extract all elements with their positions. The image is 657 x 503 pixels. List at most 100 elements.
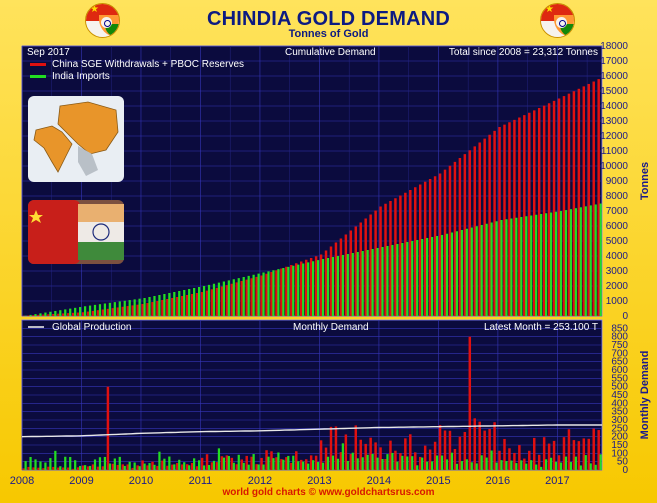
india-cumulative-bar — [549, 212, 553, 316]
india-cumulative-bar — [480, 225, 483, 316]
y-tick-label: 700 — [611, 348, 628, 359]
india-monthly-bar — [346, 460, 349, 470]
india-cumulative-bar — [272, 270, 275, 316]
india-cumulative-bar — [44, 312, 47, 316]
china-cumulative-bar — [329, 246, 333, 316]
india-cumulative-bar — [98, 304, 102, 316]
china-cumulative-bar — [225, 285, 229, 316]
india-cumulative-bar — [406, 242, 409, 316]
india-cumulative-bar — [540, 214, 543, 316]
china-monthly-bar — [265, 450, 268, 470]
china-cumulative-bar — [349, 230, 353, 316]
india-cumulative-bar — [435, 236, 439, 316]
india-monthly-bar — [480, 455, 483, 470]
china-monthly-bar — [364, 443, 367, 470]
india-monthly-bar — [39, 461, 42, 470]
india-cumulative-bar — [544, 213, 548, 316]
india-monthly-bar — [381, 459, 384, 470]
china-monthly-bar — [171, 464, 174, 470]
china-monthly-bar — [190, 463, 194, 470]
china-cumulative-bar — [230, 283, 234, 316]
china-monthly-bar — [592, 428, 595, 470]
legend-label-production: Global Production — [52, 322, 132, 333]
india-monthly-bar — [396, 461, 399, 470]
india-cumulative-bar — [495, 221, 498, 316]
china-monthly-bar — [67, 467, 70, 470]
india-monthly-bar — [178, 459, 181, 470]
x-tick-label: 2009 — [69, 475, 93, 487]
china-cumulative-bar — [300, 261, 303, 316]
india-monthly-bar — [232, 462, 235, 470]
china-cumulative-bar — [389, 201, 392, 316]
china-cumulative-bar — [453, 161, 457, 316]
china-monthly-bar — [57, 467, 60, 470]
india-cumulative-bar — [391, 245, 394, 316]
india-cumulative-bar — [366, 250, 369, 316]
india-cumulative-bar — [297, 264, 300, 316]
china-cumulative-bar — [394, 198, 397, 316]
china-monthly-bar — [473, 418, 476, 470]
india-monthly-bar — [386, 454, 389, 470]
india-monthly-bar — [257, 464, 260, 470]
india-monthly-bar — [470, 462, 473, 470]
china-monthly-bar — [111, 463, 115, 470]
china-cumulative-bar — [404, 192, 407, 316]
india-cumulative-bar — [242, 277, 245, 316]
india-monthly-bar — [430, 461, 434, 470]
china-cumulative-bar — [185, 295, 189, 316]
x-tick-label: 2014 — [367, 475, 391, 487]
china-cumulative-bar — [518, 117, 521, 316]
india-monthly-bar — [485, 457, 488, 470]
china-cumulative-bar — [562, 96, 566, 317]
china-monthly-bar — [230, 457, 234, 470]
india-monthly-bar — [331, 455, 335, 470]
china-cumulative-bar — [423, 181, 427, 316]
china-monthly-bar — [126, 464, 129, 470]
china-cumulative-bar — [32, 315, 35, 316]
india-cumulative-bar — [207, 284, 211, 316]
china-cumulative-bar — [71, 312, 75, 316]
india-monthly-bar — [530, 460, 533, 470]
india-monthly-bar — [564, 456, 568, 470]
india-monthly-bar — [401, 455, 404, 470]
china-cumulative-bar — [220, 286, 224, 316]
china-monthly-bar — [498, 450, 501, 470]
china-cumulative-bar — [27, 315, 30, 316]
china-monthly-bar — [62, 467, 65, 470]
india-cumulative-bar — [103, 303, 107, 316]
china-cumulative-bar — [428, 179, 432, 316]
y-tick-label: 10000 — [600, 161, 628, 172]
china-monthly-bar — [280, 459, 283, 470]
china-cumulative-bar — [106, 308, 110, 316]
china-cumulative-bar — [354, 226, 358, 316]
china-cumulative-bar — [190, 294, 194, 316]
india-monthly-bar — [262, 464, 265, 470]
india-cumulative-bar — [584, 206, 587, 316]
china-monthly-bar — [220, 456, 224, 470]
india-cumulative-bar — [396, 244, 399, 316]
india-cumulative-bar — [302, 263, 305, 316]
china-cumulative-bar — [295, 263, 298, 316]
india-cumulative-bar — [564, 210, 568, 316]
india-monthly-bar — [544, 459, 548, 470]
india-monthly-bar — [520, 460, 523, 470]
china-monthly-bar — [562, 437, 566, 470]
y-tick-label: 50 — [617, 457, 629, 468]
india-cumulative-bar — [153, 296, 156, 316]
x-tick-label: 2011 — [189, 475, 213, 487]
india-monthly-bar — [133, 462, 136, 470]
china-cumulative-bar — [319, 254, 323, 316]
china-cumulative-bar — [245, 279, 248, 316]
india-monthly-bar — [515, 463, 518, 470]
china-cumulative-bar — [503, 124, 506, 316]
india-monthly-bar — [569, 461, 573, 470]
china-monthly-bar — [141, 460, 144, 470]
india-monthly-bar — [510, 460, 513, 470]
china-cumulative-bar — [498, 127, 501, 316]
india-cumulative-bar — [490, 222, 493, 316]
china-monthly-bar — [443, 430, 447, 470]
india-monthly-bar — [371, 453, 374, 470]
india-monthly-bar — [505, 461, 508, 470]
china-cumulative-bar — [96, 310, 100, 316]
